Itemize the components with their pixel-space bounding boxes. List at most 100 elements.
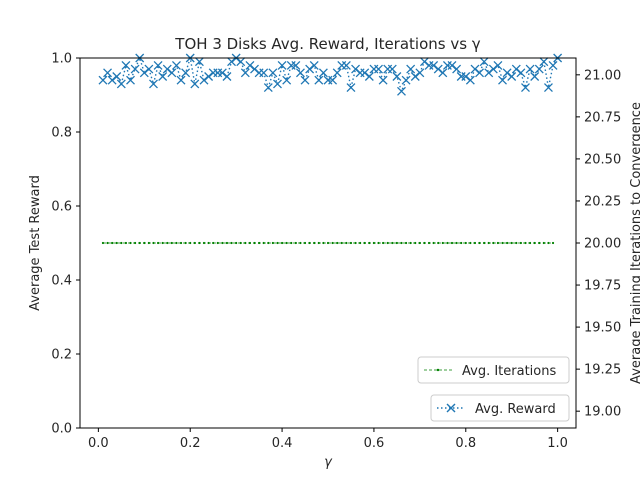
avg-iterations-point xyxy=(267,241,270,245)
avg-reward-point xyxy=(171,60,181,70)
avg-iterations-point xyxy=(404,241,408,245)
series-avg-iterations xyxy=(101,241,555,245)
avg-iterations-point xyxy=(170,241,173,245)
avg-reward-point xyxy=(300,75,310,85)
y2-tick-label: 19.75 xyxy=(584,279,621,294)
avg-iterations-point xyxy=(313,241,316,245)
legend-box-iterations xyxy=(417,356,570,384)
avg-iterations-point xyxy=(308,241,311,245)
avg-iterations-point xyxy=(395,241,398,245)
x-tick-label: 0.2 xyxy=(180,436,201,451)
legend-avg-reward: Avg. Reward xyxy=(430,394,570,422)
avg-iterations-point xyxy=(483,241,486,245)
avg-iterations-point xyxy=(506,241,509,245)
avg-iterations-point xyxy=(152,241,155,245)
avg-iterations-point xyxy=(455,241,458,245)
avg-reward-point xyxy=(493,60,503,70)
avg-reward-point xyxy=(240,68,250,78)
y2-tick-label: 19.00 xyxy=(584,405,621,420)
avg-reward-point xyxy=(415,68,425,78)
y-tick-label: 0.2 xyxy=(51,348,72,363)
avg-reward-point xyxy=(263,83,273,93)
avg-reward-point xyxy=(282,75,292,85)
avg-reward-point xyxy=(498,75,507,85)
y2-tick-label: 19.25 xyxy=(584,363,621,378)
avg-iterations-point xyxy=(239,241,242,245)
avg-iterations-point xyxy=(303,241,307,245)
y2-tick-label: 20.75 xyxy=(584,110,621,125)
avg-iterations-point xyxy=(450,241,454,245)
avg-iterations-point xyxy=(276,241,279,245)
avg-iterations-point xyxy=(317,241,320,245)
legend-box-reward xyxy=(430,394,570,422)
avg-reward-point xyxy=(438,68,448,78)
avg-iterations-point xyxy=(115,241,118,245)
y-axis-title: Average Test Reward xyxy=(28,175,43,311)
avg-iterations-point xyxy=(221,241,224,245)
y2-tick-label: 21.00 xyxy=(584,68,621,83)
y2-axis-title: Average Training Iterations to Convergen… xyxy=(629,102,640,384)
avg-reward-point xyxy=(318,68,328,78)
avg-reward-point xyxy=(521,83,530,93)
avg-iterations-point xyxy=(166,241,169,245)
avg-iterations-point xyxy=(492,241,495,245)
avg-iterations-point xyxy=(216,241,219,245)
avg-iterations-point xyxy=(299,241,302,245)
avg-iterations-point xyxy=(101,241,105,245)
avg-reward-point xyxy=(328,75,338,85)
avg-reward-point xyxy=(121,60,131,70)
avg-iterations-point xyxy=(427,241,431,245)
avg-iterations-point xyxy=(179,241,183,245)
avg-reward-point xyxy=(190,79,200,89)
legend-marker-reward xyxy=(446,403,456,413)
avg-iterations-point xyxy=(547,241,550,245)
avg-reward-point xyxy=(314,75,324,85)
avg-iterations-point xyxy=(418,241,421,245)
avg-iterations-point xyxy=(294,241,297,245)
avg-iterations-point xyxy=(248,241,252,245)
y2-tick-label: 20.00 xyxy=(584,237,621,252)
avg-reward-point xyxy=(112,72,122,81)
avg-reward-point xyxy=(507,72,517,81)
avg-iterations-point xyxy=(285,241,288,245)
avg-reward-point xyxy=(222,72,232,81)
avg-iterations-point xyxy=(120,241,123,245)
avg-reward-point xyxy=(530,72,540,81)
avg-iterations-point xyxy=(359,241,362,245)
x-axis-title: γ xyxy=(324,455,333,470)
avg-iterations-point xyxy=(519,241,522,245)
avg-reward-point xyxy=(309,60,319,70)
y-tick-label: 0.6 xyxy=(51,200,72,215)
avg-iterations-point xyxy=(207,241,210,245)
avg-iterations-point xyxy=(551,241,555,245)
avg-iterations-point xyxy=(184,241,187,245)
avg-iterations-point xyxy=(336,241,339,245)
avg-iterations-point xyxy=(193,241,196,245)
avg-reward-point xyxy=(539,57,549,67)
avg-reward-point xyxy=(268,68,278,78)
avg-iterations-point xyxy=(501,241,504,245)
avg-iterations-point xyxy=(230,241,233,245)
avg-iterations-point xyxy=(515,241,518,245)
avg-iterations-point xyxy=(377,241,380,245)
avg-iterations-point xyxy=(372,241,376,245)
avg-iterations-point xyxy=(349,241,353,245)
avg-iterations-point xyxy=(441,241,444,245)
legend-marker-iterations xyxy=(436,368,440,372)
avg-reward-point xyxy=(465,75,475,85)
avg-reward-point xyxy=(167,68,177,78)
avg-iterations-point xyxy=(290,241,293,245)
y2-tick-label: 20.25 xyxy=(584,194,621,209)
avg-reward-point xyxy=(378,75,388,85)
avg-iterations-point xyxy=(409,241,412,245)
avg-reward-point xyxy=(401,75,411,85)
avg-iterations-point xyxy=(202,241,206,245)
avg-iterations-point xyxy=(414,241,417,245)
avg-iterations-point xyxy=(322,241,325,245)
avg-iterations-point xyxy=(143,241,146,245)
avg-iterations-point xyxy=(437,241,440,245)
avg-iterations-point xyxy=(161,241,164,245)
avg-reward-point xyxy=(543,83,553,93)
y2-tick-label: 19.50 xyxy=(584,321,621,336)
x-tick-label: 1.0 xyxy=(547,436,568,451)
